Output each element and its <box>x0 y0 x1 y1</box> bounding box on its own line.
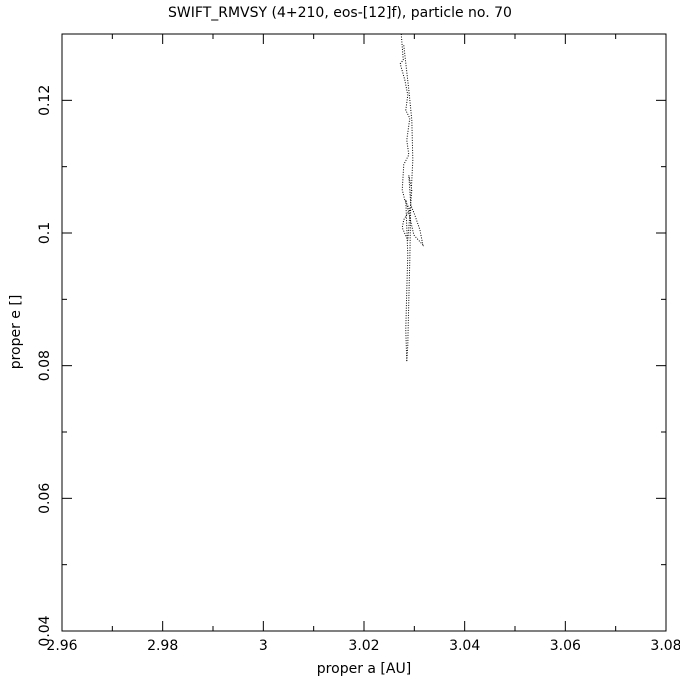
y-tick-label: 0.06 <box>37 483 53 514</box>
chart-title: SWIFT_RMVSY (4+210, eos-[12]f), particle… <box>168 5 512 21</box>
y-axis-label: proper e [] <box>8 295 24 370</box>
x-axis-label: proper a [AU] <box>317 661 411 677</box>
x-tick-label: 3.04 <box>449 638 480 654</box>
x-tick-label: 2.98 <box>147 638 178 654</box>
y-tick-label: 0.04 <box>37 615 53 646</box>
trajectory-line <box>399 33 424 362</box>
y-tick-label: 0.12 <box>37 85 53 116</box>
x-tick-label: 3 <box>259 638 268 654</box>
x-tick-label: 3.06 <box>550 638 581 654</box>
y-tick-label: 0.1 <box>37 222 53 244</box>
x-tick-label: 2.96 <box>46 638 77 654</box>
y-tick-label: 0.08 <box>37 350 53 381</box>
x-tick-label: 3.02 <box>348 638 379 654</box>
x-tick-label: 3.08 <box>650 638 680 654</box>
